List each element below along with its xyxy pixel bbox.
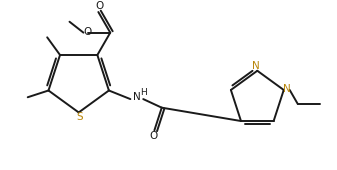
Text: H: H <box>140 88 147 97</box>
Text: N: N <box>133 92 141 102</box>
Text: N: N <box>252 61 260 71</box>
Text: S: S <box>76 112 83 122</box>
Text: O: O <box>83 27 92 37</box>
Text: O: O <box>149 131 157 141</box>
Text: N: N <box>283 84 290 94</box>
Text: O: O <box>95 1 103 11</box>
